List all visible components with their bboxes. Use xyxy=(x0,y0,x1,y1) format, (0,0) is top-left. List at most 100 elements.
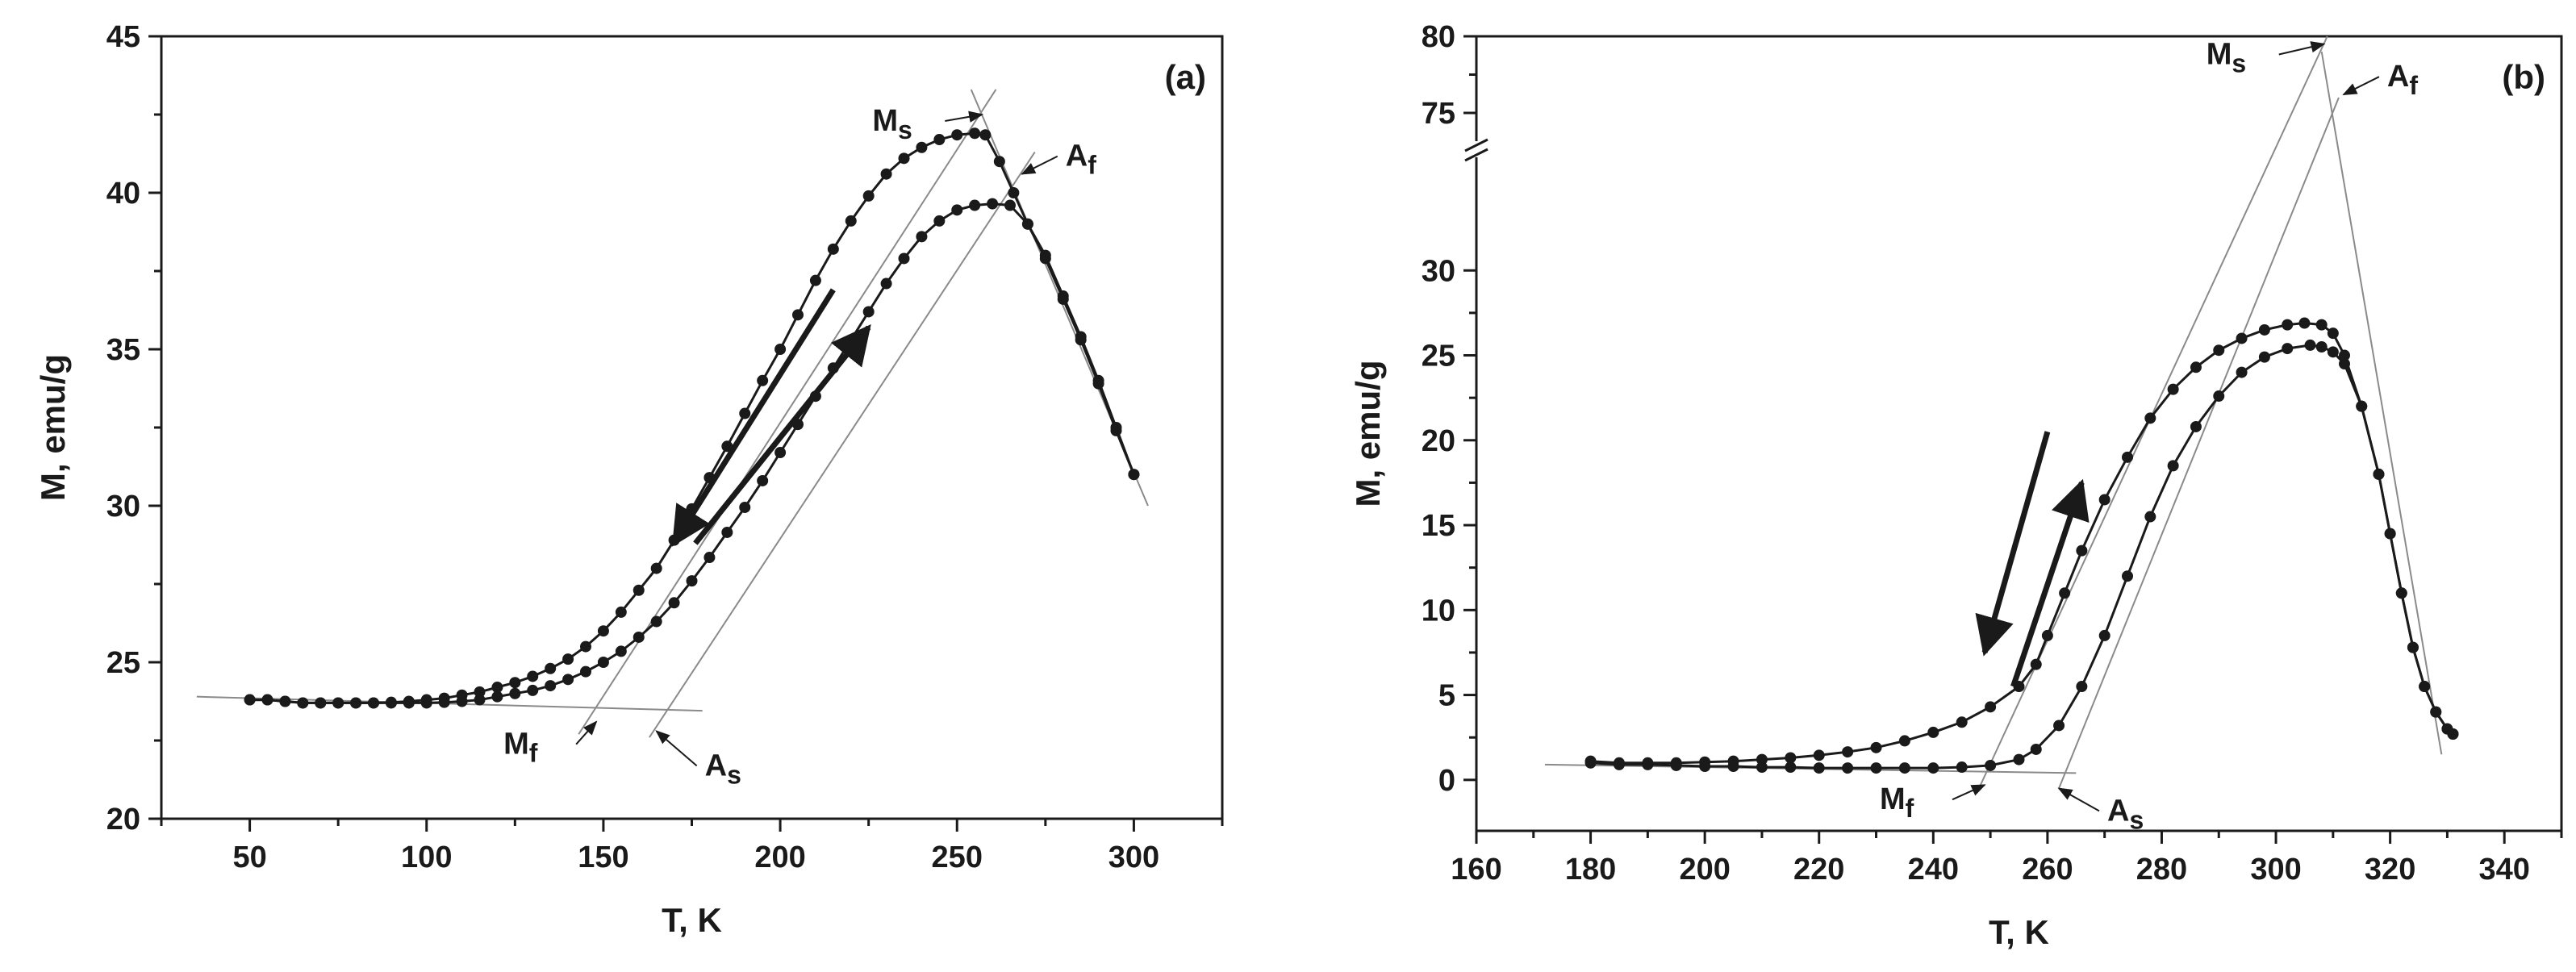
heating-point xyxy=(580,665,591,678)
heating-point xyxy=(261,694,273,706)
annotation-label: Af xyxy=(2387,60,2418,100)
y-tick-label: 75 xyxy=(1422,97,1455,131)
heating-point xyxy=(2315,341,2328,353)
y-tick-label: 10 xyxy=(1422,594,1455,628)
heating-point xyxy=(1785,761,1797,774)
annotation-leader xyxy=(1952,784,1986,801)
cooling-point xyxy=(1870,741,1882,753)
cooling-point xyxy=(597,625,609,637)
heating-point xyxy=(420,697,432,709)
heating-point xyxy=(650,615,662,628)
panel-label: (b) xyxy=(2502,58,2545,96)
heating-point xyxy=(1075,331,1087,343)
heating-curve xyxy=(1590,344,2454,770)
cooling-point xyxy=(933,134,946,146)
cooling-point xyxy=(2059,587,2071,599)
heating-point xyxy=(1956,761,1968,774)
heating-point xyxy=(2013,753,2025,766)
cooling-point xyxy=(1985,701,1997,713)
heating-point xyxy=(615,645,627,657)
cooling-point xyxy=(2315,319,2328,331)
cooling-point xyxy=(2282,319,2294,331)
heating-point xyxy=(509,687,521,699)
heating-point xyxy=(1898,762,1910,774)
heating-point xyxy=(2282,343,2294,355)
y-tick-label: 0 xyxy=(1438,764,1455,798)
tangent-line xyxy=(578,89,997,735)
cooling-point xyxy=(1956,716,1968,728)
heating-point xyxy=(1004,199,1016,211)
heating-point xyxy=(474,694,486,706)
cooling-point xyxy=(2327,327,2339,340)
panel-b-chart: 160 180 200 220 240 260 280 300 320 340 0 5 10 15 20 25… xyxy=(1349,20,2563,951)
cooling-point xyxy=(562,653,574,665)
y-tick-label: 40 xyxy=(106,177,140,211)
heating-point xyxy=(2339,358,2350,370)
annotation-leader xyxy=(1021,155,1058,175)
heating-point xyxy=(1057,290,1069,302)
x-tick-label: 250 xyxy=(932,841,983,874)
x-tick-label: 50 xyxy=(232,841,266,874)
heating-point xyxy=(1813,762,1825,774)
cooling-point xyxy=(2041,629,2053,641)
y-tick-label: 80 xyxy=(1422,20,1455,54)
heating-point xyxy=(951,204,963,216)
heating-point xyxy=(2419,681,2431,693)
heating-direction-arrow xyxy=(693,324,871,545)
cooling-point xyxy=(951,129,963,141)
heating-point xyxy=(438,696,450,708)
heating-point xyxy=(2076,681,2088,693)
panel-a-chart: 50 100 150 200 250 300 20 25 30 35 40 45 T, K M, emu/… xyxy=(34,20,1224,939)
heating-point xyxy=(862,306,875,318)
heating-point xyxy=(350,697,362,709)
x-tick-label: 200 xyxy=(1679,853,1730,886)
annotation-label: As xyxy=(2107,794,2144,834)
annotation-label: Ms xyxy=(2207,38,2246,78)
heating-direction-arrow xyxy=(2010,478,2090,688)
y-tick-label: 20 xyxy=(106,803,140,836)
heating-point xyxy=(527,684,539,696)
heating-point xyxy=(2407,641,2419,653)
heating-point xyxy=(1584,757,1597,769)
annotation-leader xyxy=(655,730,698,767)
heating-point xyxy=(1613,758,1625,770)
heating-point xyxy=(2167,460,2179,472)
heating-point xyxy=(1985,759,1997,771)
y-tick-label: 30 xyxy=(106,490,140,524)
heating-point xyxy=(2327,346,2339,358)
cooling-point xyxy=(2298,317,2311,329)
heating-point xyxy=(332,697,344,709)
heating-point xyxy=(668,597,680,609)
annotation-label: Ms xyxy=(872,104,912,144)
heating-point xyxy=(721,526,733,538)
heating-point xyxy=(385,697,397,709)
x-tick-label: 260 xyxy=(2022,853,2073,886)
tangent-line xyxy=(2320,51,2443,755)
x-axis-title: T, K xyxy=(1989,913,2049,951)
cooling-point xyxy=(739,407,751,419)
annotation-leader xyxy=(2057,787,2100,812)
heating-point xyxy=(1927,762,1939,774)
plot-frame xyxy=(1475,35,2563,832)
tangent-line xyxy=(649,152,1036,738)
cooling-point xyxy=(615,606,627,618)
cooling-point xyxy=(862,190,875,202)
cooling-point xyxy=(1813,749,1825,761)
heating-point xyxy=(315,697,327,709)
heating-point xyxy=(1756,761,1768,774)
heating-point xyxy=(297,697,309,709)
cooling-point xyxy=(633,584,645,596)
heating-point xyxy=(368,697,379,709)
heating-point xyxy=(545,680,557,692)
heating-point xyxy=(2356,400,2368,412)
heating-point xyxy=(2213,390,2225,403)
cooling-direction-arrow xyxy=(1975,431,2051,657)
tangent-line xyxy=(1978,35,2328,789)
heating-point xyxy=(1021,218,1033,230)
heating-point xyxy=(491,690,503,703)
x-tick-label: 280 xyxy=(2136,853,2187,886)
heating-point xyxy=(2030,743,2042,755)
y-tick-label: 5 xyxy=(1438,679,1455,713)
annotation-leader xyxy=(2342,76,2380,96)
y-tick-label: 45 xyxy=(106,20,140,54)
